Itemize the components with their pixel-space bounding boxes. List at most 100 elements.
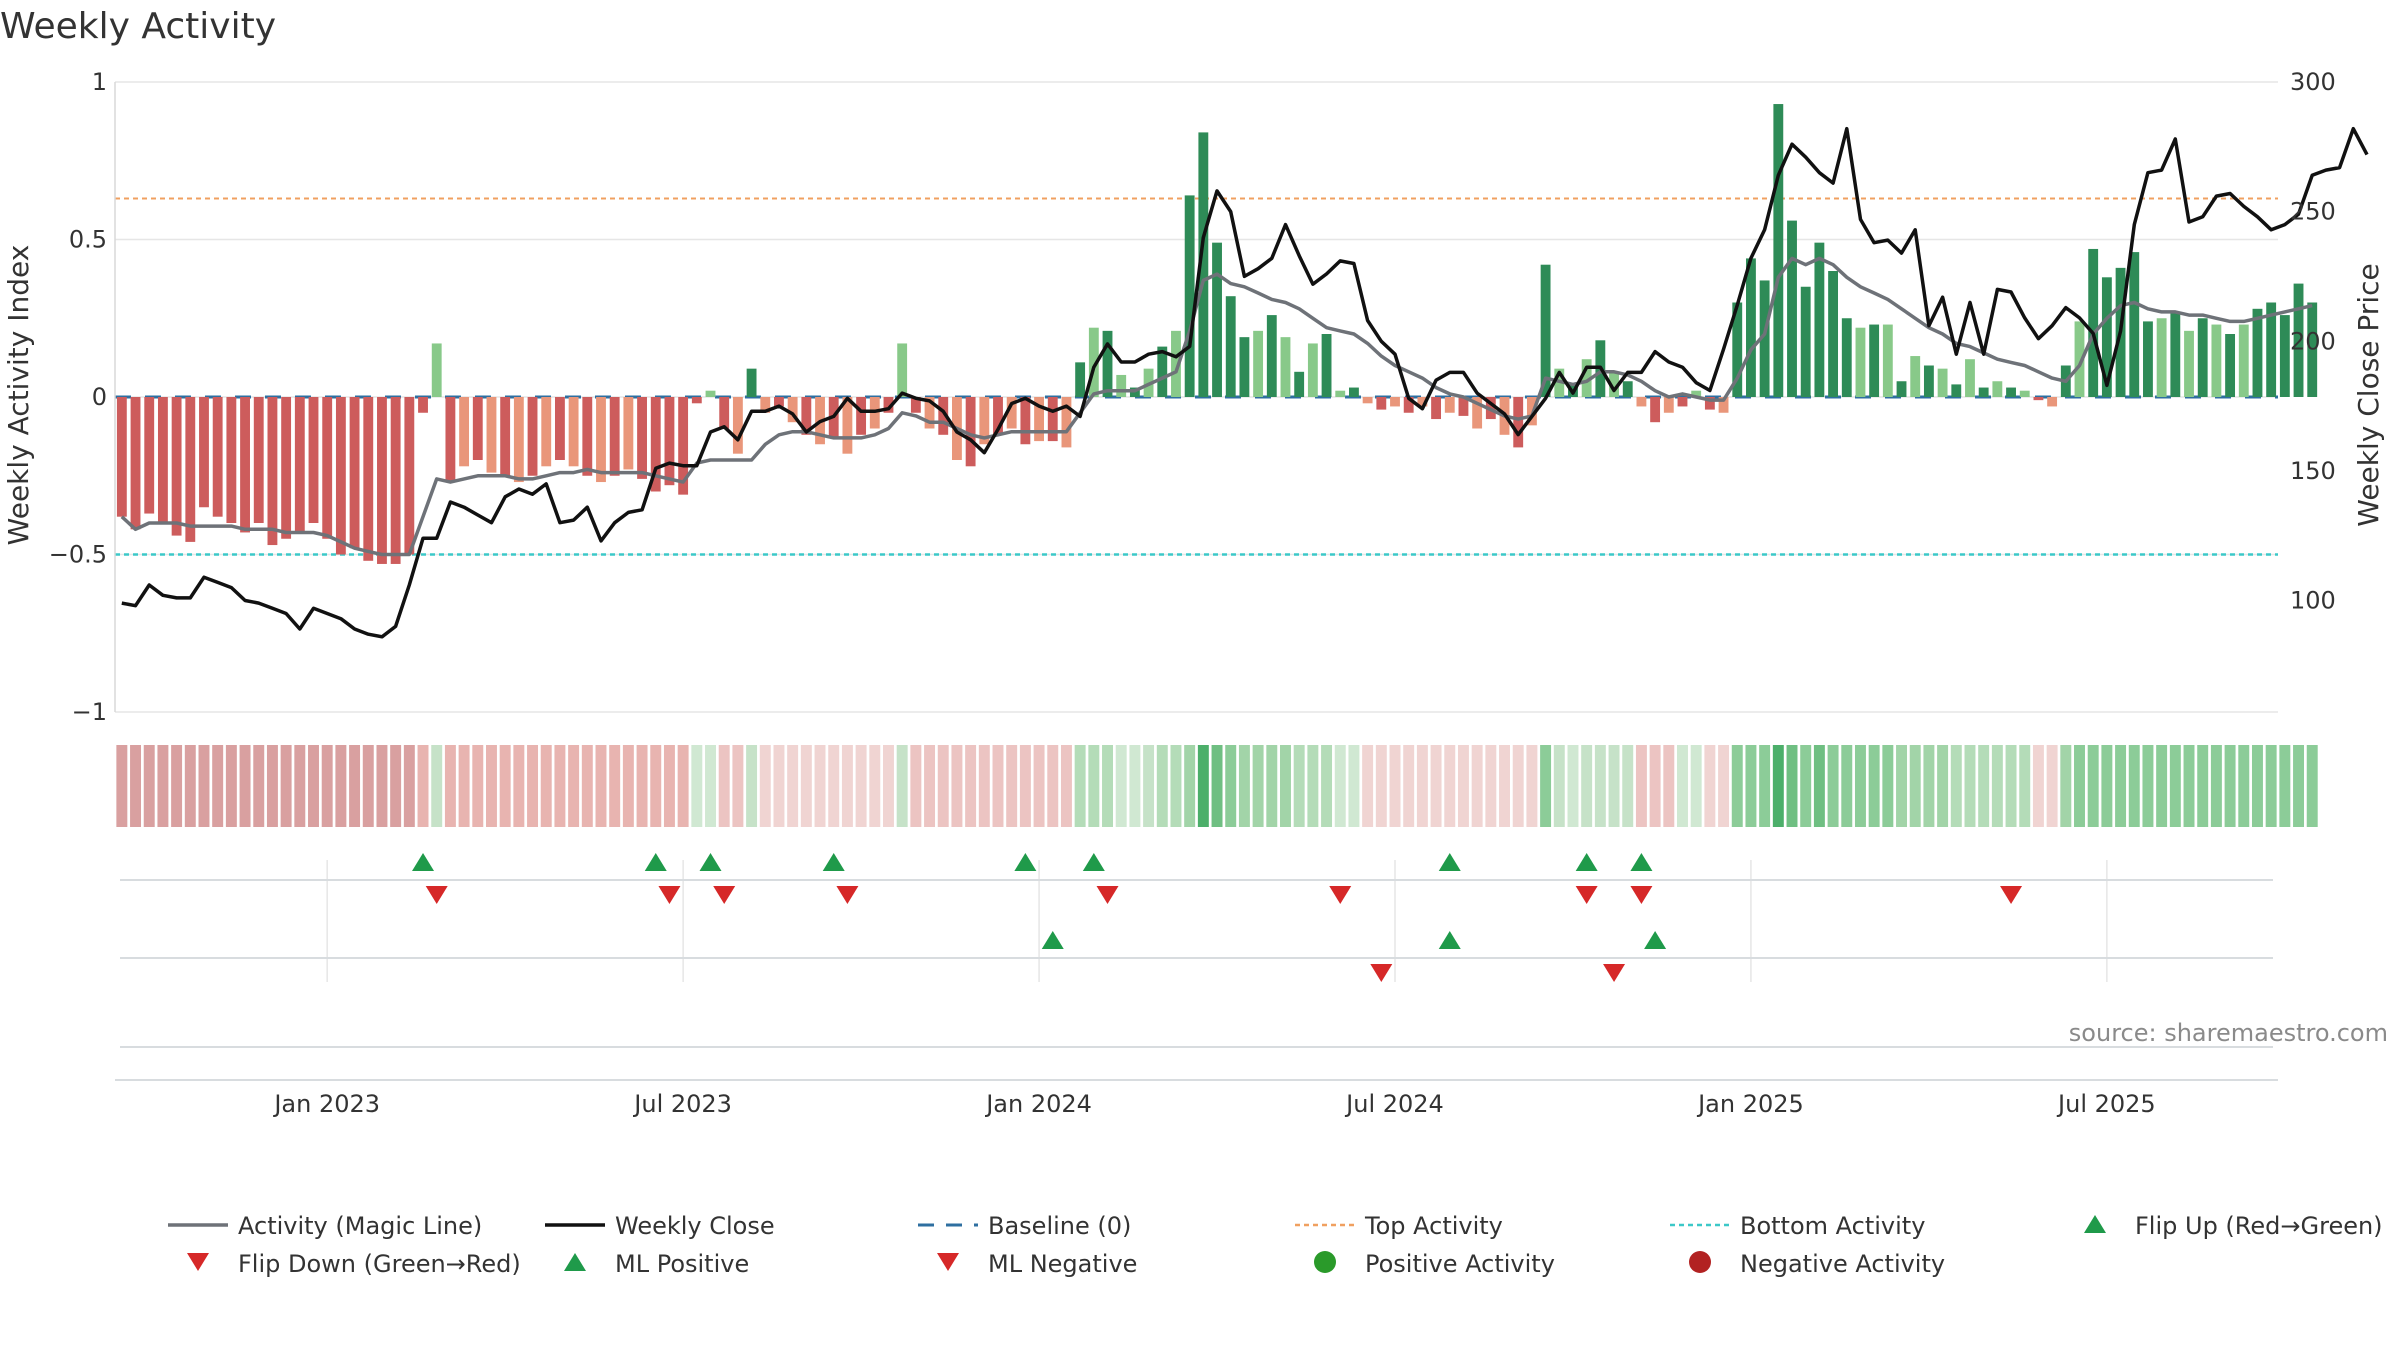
activity-bar bbox=[1280, 337, 1291, 397]
flip-down-marker bbox=[1096, 886, 1119, 904]
strip-cell bbox=[390, 745, 402, 827]
flip-down-marker bbox=[658, 886, 681, 904]
x-tick-label: Jan 2023 bbox=[272, 1090, 380, 1118]
strip-cell bbox=[1211, 745, 1223, 827]
activity-bar bbox=[1444, 397, 1455, 413]
strip-cell bbox=[1731, 745, 1743, 827]
strip-cell bbox=[225, 745, 237, 827]
strip-cell bbox=[937, 745, 949, 827]
activity-bar bbox=[1184, 195, 1195, 397]
strip-cell bbox=[1307, 745, 1319, 827]
strip-cell bbox=[1759, 745, 1771, 827]
activity-bar bbox=[1239, 337, 1250, 397]
left-axis-label: Weekly Activity Index bbox=[2, 245, 35, 546]
strip-cell bbox=[1882, 745, 1894, 827]
strip-cell bbox=[280, 745, 292, 827]
activity-bar bbox=[1403, 397, 1414, 413]
weekly-close-line bbox=[121, 126, 2369, 639]
flip-up-marker bbox=[644, 853, 667, 871]
strip-cell bbox=[554, 745, 566, 827]
activity-bar bbox=[1198, 132, 1209, 397]
x-tick-label: Jul 2024 bbox=[1344, 1090, 1444, 1118]
legend-swatch bbox=[1689, 1251, 1711, 1273]
activity-bar bbox=[185, 397, 196, 542]
legend-label: Bottom Activity bbox=[1740, 1212, 1925, 1240]
activity-bar bbox=[938, 397, 949, 435]
flip-up-marker bbox=[822, 853, 845, 871]
activity-bar bbox=[404, 397, 415, 555]
activity-bar bbox=[308, 397, 319, 523]
flip-down-marker bbox=[836, 886, 859, 904]
activity-bar bbox=[2143, 321, 2153, 397]
strip-cell bbox=[924, 745, 936, 827]
activity-bar bbox=[719, 397, 730, 429]
activity-bar bbox=[1992, 381, 2003, 397]
activity-bar bbox=[979, 397, 990, 445]
ml-positive-marker bbox=[1644, 931, 1667, 949]
strip-cell bbox=[2183, 745, 2195, 827]
strip-cell bbox=[691, 745, 703, 827]
strip-cell bbox=[417, 745, 429, 827]
activity-bar bbox=[760, 397, 771, 413]
strip-cell bbox=[705, 745, 716, 827]
strip-cell bbox=[2197, 745, 2209, 827]
legend-item: Activity (Magic Line) bbox=[168, 1212, 482, 1240]
activity-bar bbox=[1376, 397, 1387, 410]
activity-bar bbox=[253, 397, 264, 523]
strip-cell bbox=[1608, 745, 1620, 827]
activity-bar bbox=[2266, 302, 2277, 397]
strip-cell bbox=[294, 745, 306, 827]
strip-cell bbox=[869, 745, 881, 827]
activity-bar bbox=[2252, 308, 2263, 397]
activity-bar bbox=[418, 397, 428, 413]
strip-cell bbox=[1868, 745, 1880, 827]
strip-cell bbox=[321, 745, 333, 827]
strip-cell bbox=[472, 745, 484, 827]
legend-swatch bbox=[564, 1253, 586, 1271]
activity-bar bbox=[459, 397, 470, 467]
activity-bar bbox=[1787, 220, 1797, 397]
activity-bar bbox=[1882, 324, 1893, 397]
strip-cell bbox=[1485, 745, 1497, 827]
strip-cell bbox=[1293, 745, 1305, 827]
activity-bar bbox=[363, 397, 374, 561]
activity-bar bbox=[1321, 334, 1332, 397]
strip-cell bbox=[1143, 745, 1155, 827]
strip-cell bbox=[171, 745, 183, 827]
strip-cell bbox=[2238, 745, 2250, 827]
activity-bar bbox=[1088, 327, 1099, 397]
activity-bar bbox=[2006, 387, 2016, 397]
strip-cell bbox=[677, 745, 689, 827]
activity-bar bbox=[445, 397, 456, 483]
strip-cell bbox=[1225, 745, 1237, 827]
strip-cell bbox=[568, 745, 580, 827]
left-tick-label: 0 bbox=[92, 383, 107, 411]
activity-bar bbox=[596, 397, 606, 483]
strip-cell bbox=[1252, 745, 1264, 827]
activity-bar bbox=[2156, 318, 2167, 397]
strip-cell bbox=[1896, 745, 1908, 827]
strip-cell bbox=[2101, 745, 2113, 827]
activity-bar bbox=[1759, 280, 1770, 397]
strip-cell bbox=[2046, 745, 2058, 827]
strip-cell bbox=[1238, 745, 1250, 827]
strip-cell bbox=[650, 745, 662, 827]
activity-bar bbox=[349, 397, 360, 549]
strip-cell bbox=[2115, 745, 2127, 827]
activity-bar bbox=[787, 397, 798, 423]
strip-cell bbox=[1526, 745, 1538, 827]
activity-bar bbox=[2197, 318, 2208, 397]
legend-label: Flip Up (Red→Green) bbox=[2135, 1212, 2383, 1240]
x-tick-label: Jul 2025 bbox=[2056, 1090, 2156, 1118]
strip-cell bbox=[2032, 745, 2044, 827]
activity-bar bbox=[691, 397, 702, 404]
strip-cell bbox=[1978, 745, 1990, 827]
strip-cell bbox=[814, 745, 826, 827]
activity-bar bbox=[1431, 397, 1442, 420]
strip-cell bbox=[499, 745, 511, 827]
ml-negative-marker bbox=[1603, 964, 1626, 982]
strip-cell bbox=[896, 745, 908, 827]
activity-bar bbox=[1266, 315, 1277, 397]
strip-cell bbox=[1841, 745, 1853, 827]
strip-cell bbox=[1074, 745, 1086, 827]
